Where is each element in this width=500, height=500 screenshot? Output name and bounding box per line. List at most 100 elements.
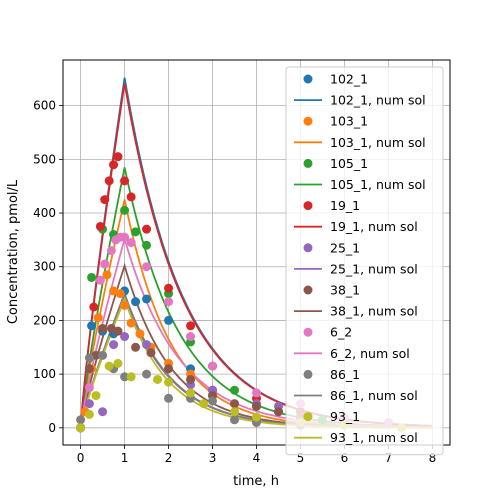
point-86_1	[164, 393, 174, 403]
point-102_1	[142, 294, 152, 304]
x-tick-label: 5	[297, 451, 305, 465]
point-93_1	[76, 423, 86, 433]
point-25_1	[84, 399, 94, 409]
legend-marker-105_1	[303, 158, 313, 168]
point-93_1	[230, 407, 240, 417]
point-103_1	[93, 313, 103, 323]
legend-marker-19_1	[303, 201, 313, 211]
legend-label: 25_1, num sol	[330, 261, 418, 276]
x-tick-label: 6	[341, 451, 349, 465]
point-19_1	[109, 160, 119, 170]
point-6_2	[142, 262, 152, 272]
y-axis-label: Concentration, pmol/L	[6, 179, 21, 324]
point-19_1	[95, 221, 105, 231]
legend-label: 105_1, num sol	[330, 177, 426, 192]
point-6_2	[208, 361, 218, 371]
point-25_1	[120, 332, 130, 342]
legend-label: 102_1, num sol	[330, 93, 426, 108]
point-38_1	[252, 401, 261, 411]
legend-label: 93_1	[330, 409, 360, 424]
point-19_1	[142, 224, 152, 234]
point-25_1	[109, 340, 119, 350]
point-19_1	[100, 195, 110, 205]
point-93_1	[126, 372, 136, 382]
point-105_1	[120, 205, 130, 215]
legend-marker-103_1	[303, 116, 313, 126]
point-38_1	[273, 407, 283, 417]
point-25_1	[142, 340, 152, 350]
y-axis-ticks: 0 100 200 300 400 500 600	[33, 99, 63, 435]
legend-marker-25_1	[303, 243, 313, 253]
point-19_1	[104, 176, 114, 186]
point-6_2	[95, 275, 105, 285]
legend-marker-86_1	[303, 369, 313, 379]
point-6_2	[100, 259, 110, 269]
point-86_1	[76, 415, 86, 425]
y-tick-label: 0	[48, 421, 56, 435]
point-6_2	[164, 297, 174, 307]
y-tick-label: 300	[33, 260, 56, 274]
point-93_1	[199, 399, 209, 409]
point-25_1	[98, 407, 108, 417]
point-38_1	[131, 342, 141, 352]
x-tick-label: 7	[385, 451, 393, 465]
y-tick-label: 100	[33, 367, 56, 381]
point-93_1	[91, 391, 101, 401]
point-86_1	[230, 415, 240, 425]
x-tick-label: 3	[209, 451, 217, 465]
legend-label: 38_1	[330, 283, 360, 298]
point-103_1	[115, 289, 125, 299]
point-102_1	[131, 297, 141, 307]
x-tick-label: 1	[121, 451, 129, 465]
point-86_1	[142, 369, 152, 379]
legend-marker-6_2	[303, 327, 313, 337]
legend-label: 86_1, num sol	[330, 388, 418, 403]
point-38_1	[186, 374, 196, 384]
point-19_1	[113, 152, 123, 162]
point-105_1	[230, 385, 240, 395]
point-93_1	[164, 377, 174, 387]
point-19_1	[126, 192, 136, 202]
x-tick-label: 8	[429, 451, 437, 465]
legend-label: 19_1, num sol	[330, 219, 418, 234]
point-19_1	[89, 302, 99, 312]
point-38_1	[84, 364, 94, 374]
point-6_2	[84, 383, 94, 393]
point-86_1	[120, 372, 130, 382]
legend-marker-38_1	[303, 285, 313, 295]
legend-label: 93_1, num sol	[330, 430, 418, 445]
point-105_1	[142, 240, 152, 250]
x-tick-label: 4	[253, 451, 261, 465]
x-axis-label: time, h	[233, 474, 279, 489]
y-tick-label: 400	[33, 206, 56, 220]
x-tick-label: 2	[165, 451, 173, 465]
point-93_1	[153, 374, 163, 384]
point-105_1	[131, 227, 141, 237]
point-38_1	[164, 364, 174, 374]
point-86_1	[208, 396, 218, 406]
legend: 102_1 102_1, num sol 103_1 103_1, num sol 10…	[285, 66, 444, 456]
legend-label: 102_1	[330, 72, 368, 87]
legend-label: 103_1, num sol	[330, 135, 426, 150]
point-6_2	[106, 246, 116, 256]
legend-label: 6_2	[330, 325, 352, 340]
point-93_1	[252, 412, 261, 422]
point-86_1	[98, 350, 108, 360]
point-38_1	[98, 323, 108, 333]
point-102_1	[164, 315, 174, 325]
legend-label: 105_1	[330, 156, 368, 171]
legend-box	[285, 66, 444, 456]
legend-label: 19_1	[330, 198, 360, 213]
point-105_1	[87, 272, 97, 282]
point-6_2	[126, 238, 136, 248]
point-6_2	[252, 388, 261, 398]
legend-label: 103_1	[330, 114, 368, 129]
y-tick-label: 200	[33, 313, 56, 327]
point-38_1	[113, 326, 123, 336]
point-93_1	[104, 361, 114, 371]
point-19_1	[120, 176, 130, 186]
point-6_2	[120, 232, 130, 242]
point-103_1	[102, 270, 112, 280]
point-93_1	[186, 388, 196, 398]
point-103_1	[120, 300, 130, 310]
